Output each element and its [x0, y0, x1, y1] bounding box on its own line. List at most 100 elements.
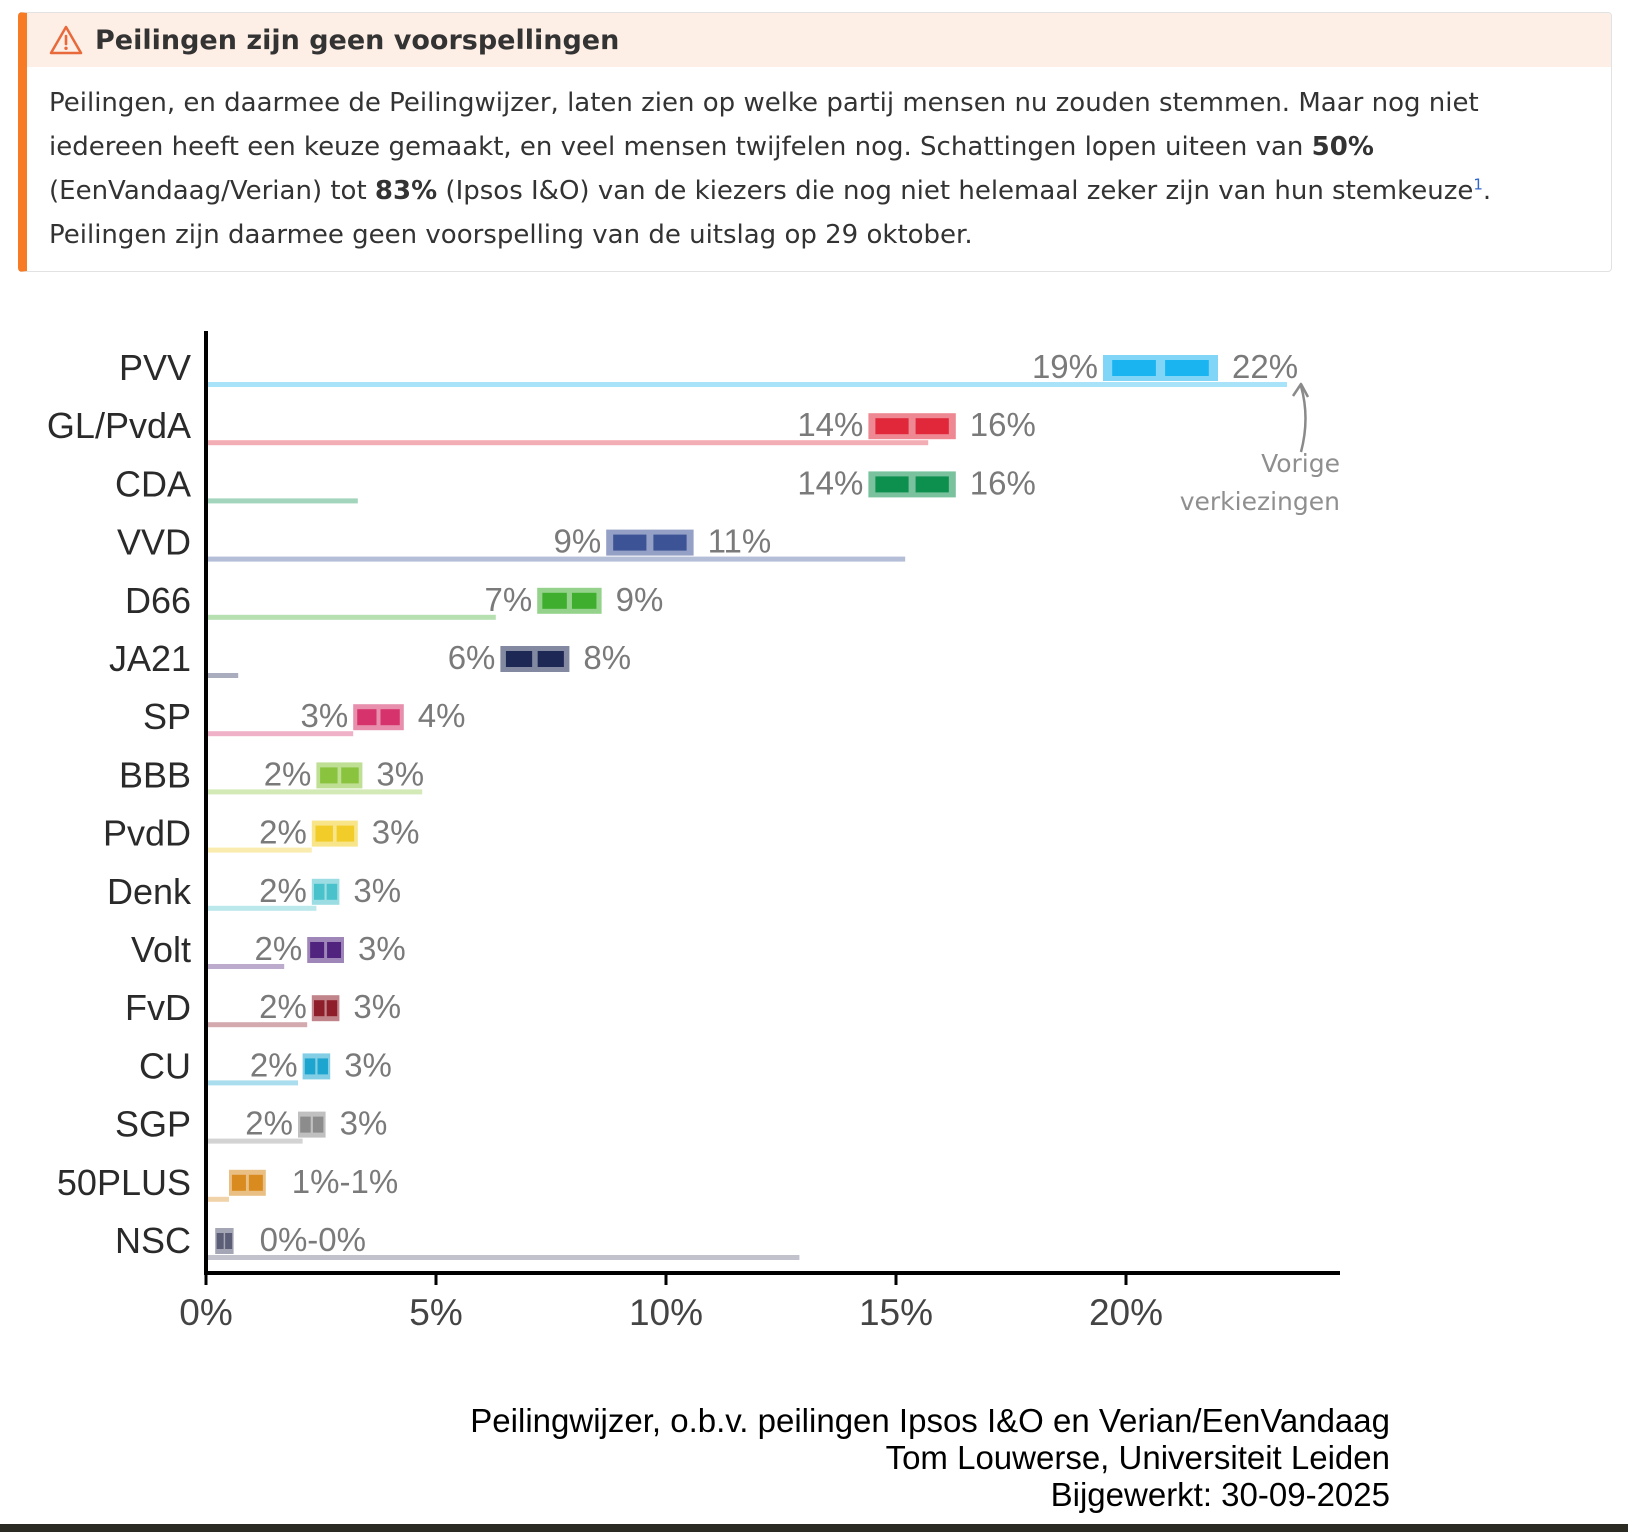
poll-range-segment [300, 1116, 311, 1133]
chart-credits: Peilingwijzer, o.b.v. peilingen Ipsos I&… [300, 1402, 1390, 1513]
credit-line: Bijgewerkt: 30-09-2025 [1050, 1476, 1390, 1513]
notice-header: Peilingen zijn geen voorspellingen [27, 13, 1611, 67]
previous-election-bar [206, 1022, 308, 1028]
previous-election-bar [206, 789, 423, 795]
party-label: VVD [117, 522, 191, 563]
high-value-label: 4% [418, 697, 466, 734]
poll-range-segment [915, 418, 949, 435]
high-value-label: 3% [353, 988, 401, 1025]
poll-range-segment [326, 1000, 338, 1017]
low-value-label: 2% [250, 1046, 298, 1083]
bold-percentage: 50% [1311, 132, 1374, 162]
credit-line: Tom Louwerse, Universiteit Leiden [885, 1439, 1390, 1476]
low-value-label: 9% [553, 523, 601, 560]
party-label: JA21 [109, 638, 191, 679]
party-label: CDA [115, 463, 191, 504]
low-value-label: 6% [448, 639, 496, 676]
x-tick-label: 0% [179, 1292, 232, 1333]
low-value-label: 2% [254, 930, 302, 967]
notice-text: Peilingen, en daarmee de Peilingwijzer, … [49, 88, 1492, 250]
poll-range-segment [1112, 360, 1156, 376]
low-value-label: 14% [797, 464, 863, 501]
low-value-label: 2% [264, 755, 312, 792]
party-label: SP [143, 696, 191, 737]
poll-range-segment [312, 1116, 324, 1133]
poll-range-segment [537, 651, 564, 667]
party-label: Volt [131, 929, 191, 970]
poll-range-segment [915, 476, 949, 493]
low-value-label: 2% [259, 872, 307, 909]
poll-chart: PVV 19% 22% GL/PvdA 14% 16% CDA 14% 16% VVD 9% 11% D… [47, 331, 1340, 1333]
annotation-text: verkiezingen [1180, 487, 1340, 516]
poll-range-segment [216, 1233, 224, 1249]
party-label: FvD [125, 987, 191, 1028]
poll-range-segment [314, 1000, 325, 1017]
previous-election-bar [206, 1138, 303, 1144]
previous-election-bar [206, 498, 358, 504]
high-value-label: 3% [358, 930, 406, 967]
annotation-arrow [1299, 385, 1307, 453]
party-label: CU [139, 1045, 191, 1086]
bottom-edge-strip [0, 1524, 1628, 1532]
previous-election-bar [206, 1196, 229, 1202]
high-value-label: 3% [344, 1046, 392, 1083]
poll-range-segment [542, 592, 567, 609]
party-label: PVV [119, 347, 191, 388]
poll-range-segment [336, 825, 355, 842]
notice-title: Peilingen zijn geen voorspellingen [95, 24, 620, 56]
high-value-label: 0%-0% [260, 1221, 366, 1258]
poll-range-segment [653, 534, 687, 551]
party-label: NSC [115, 1220, 191, 1261]
low-value-label: 7% [484, 581, 532, 618]
previous-election-bar [206, 964, 285, 969]
x-tick-label: 20% [1089, 1292, 1163, 1333]
high-value-label: 3% [372, 814, 420, 851]
party-label: 50PLUS [57, 1162, 191, 1203]
poll-range-segment [357, 709, 377, 726]
poll-range-segment [310, 942, 325, 958]
low-value-label: 2% [259, 988, 307, 1025]
annotation-text: Vorige [1261, 449, 1340, 478]
high-value-label: 3% [376, 755, 424, 792]
low-value-label: 2% [259, 814, 307, 851]
x-tick-label: 10% [629, 1292, 703, 1333]
poll-range-segment [304, 1058, 316, 1075]
previous-election-bar [206, 673, 239, 678]
poll-range-segment [327, 942, 342, 958]
previous-election-bar [206, 1080, 298, 1086]
previous-election-bar [206, 731, 354, 737]
poll-range-segment [1165, 360, 1209, 376]
party-label: Denk [107, 871, 192, 912]
high-value-label: 16% [970, 406, 1036, 443]
credit-line: Peilingwijzer, o.b.v. peilingen Ipsos I&… [470, 1402, 1390, 1439]
high-value-label: 9% [616, 581, 664, 618]
poll-range-segment [315, 825, 333, 842]
high-value-label: 11% [708, 523, 772, 560]
poll-range-segment [326, 883, 338, 900]
low-value-label: 14% [797, 406, 863, 443]
poll-range-segment [613, 534, 647, 551]
bold-percentage: 83% [374, 176, 438, 206]
party-label: PvdD [103, 813, 191, 854]
poll-range-segment [314, 883, 325, 900]
party-label: BBB [119, 754, 191, 795]
poll-range-segment [248, 1174, 263, 1191]
footnote-link[interactable]: 1 [1473, 175, 1483, 194]
high-value-label: 16% [970, 464, 1036, 501]
warning-triangle-icon [49, 25, 83, 55]
previous-election-bar [206, 614, 496, 620]
x-tick-label: 15% [859, 1292, 933, 1333]
party-label: GL/PvdA [47, 405, 191, 446]
low-value-label: 19% [1032, 348, 1098, 385]
party-label: D66 [125, 580, 191, 621]
high-value-label: 8% [583, 639, 631, 676]
party-label: SGP [115, 1104, 191, 1145]
poll-range-segment [341, 767, 359, 784]
previous-election-bar [206, 556, 906, 562]
low-value-label: 2% [245, 1105, 293, 1142]
high-value-label: 3% [353, 872, 401, 909]
previous-election-bar [206, 905, 317, 911]
previous-election-bar [206, 847, 312, 853]
x-tick-label: 5% [409, 1292, 462, 1333]
notice-box: Peilingen zijn geen voorspellingen Peili… [18, 12, 1612, 272]
